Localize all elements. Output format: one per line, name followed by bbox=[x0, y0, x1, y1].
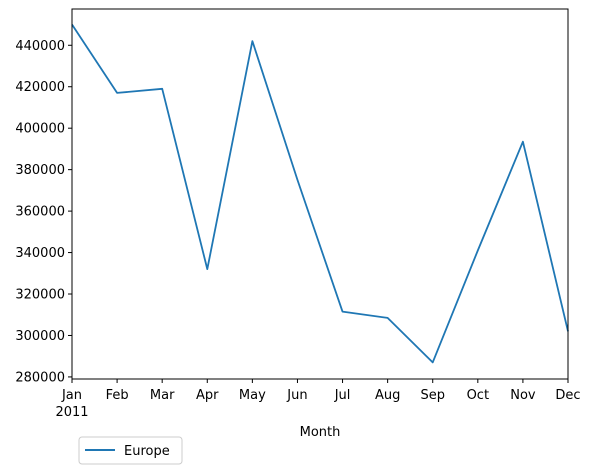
x-tick-label: Aug bbox=[375, 388, 400, 403]
x-tick-label: Dec bbox=[555, 388, 580, 403]
y-tick-label: 360000 bbox=[15, 205, 65, 220]
y-tick-label: 300000 bbox=[15, 329, 65, 344]
y-axis: 280000 300000 320000 340000 360000 380000 4000… bbox=[15, 39, 72, 385]
x-tick-label: Jun bbox=[286, 388, 307, 403]
y-tick-label: 320000 bbox=[15, 288, 65, 303]
x-tick-label: Feb bbox=[106, 388, 129, 403]
y-tick-label: 340000 bbox=[15, 246, 65, 261]
legend-box bbox=[78, 436, 183, 465]
plot-area-frame bbox=[71, 8, 569, 380]
x-axis-year-label: 2011 bbox=[55, 405, 88, 420]
y-tick-label: 440000 bbox=[15, 39, 65, 54]
y-tick-label: 280000 bbox=[15, 370, 65, 385]
x-tick-label: Jan bbox=[61, 388, 82, 403]
y-tick-label: 420000 bbox=[15, 80, 65, 95]
y-tick-label: 380000 bbox=[15, 163, 65, 178]
series-line-europe bbox=[71, 24, 569, 364]
legend-label-europe: Europe bbox=[124, 444, 170, 459]
x-tick-label: Apr bbox=[196, 388, 219, 403]
x-tick-label: Nov bbox=[510, 388, 536, 403]
x-tick-label: Jul bbox=[334, 388, 351, 403]
x-axis-title: Month bbox=[300, 425, 341, 440]
series-layer bbox=[71, 24, 569, 364]
x-tick-label: Sep bbox=[420, 388, 445, 403]
x-tick-label: May bbox=[239, 388, 266, 403]
x-tick-label: Mar bbox=[150, 388, 175, 403]
y-tick-label: 400000 bbox=[15, 122, 65, 137]
x-tick-label: Oct bbox=[467, 388, 489, 403]
x-axis: Jan Feb Mar Apr May Jun Jul Aug Sep Oct Nov Dec bbox=[61, 379, 581, 403]
legend: Europe bbox=[78, 436, 183, 465]
